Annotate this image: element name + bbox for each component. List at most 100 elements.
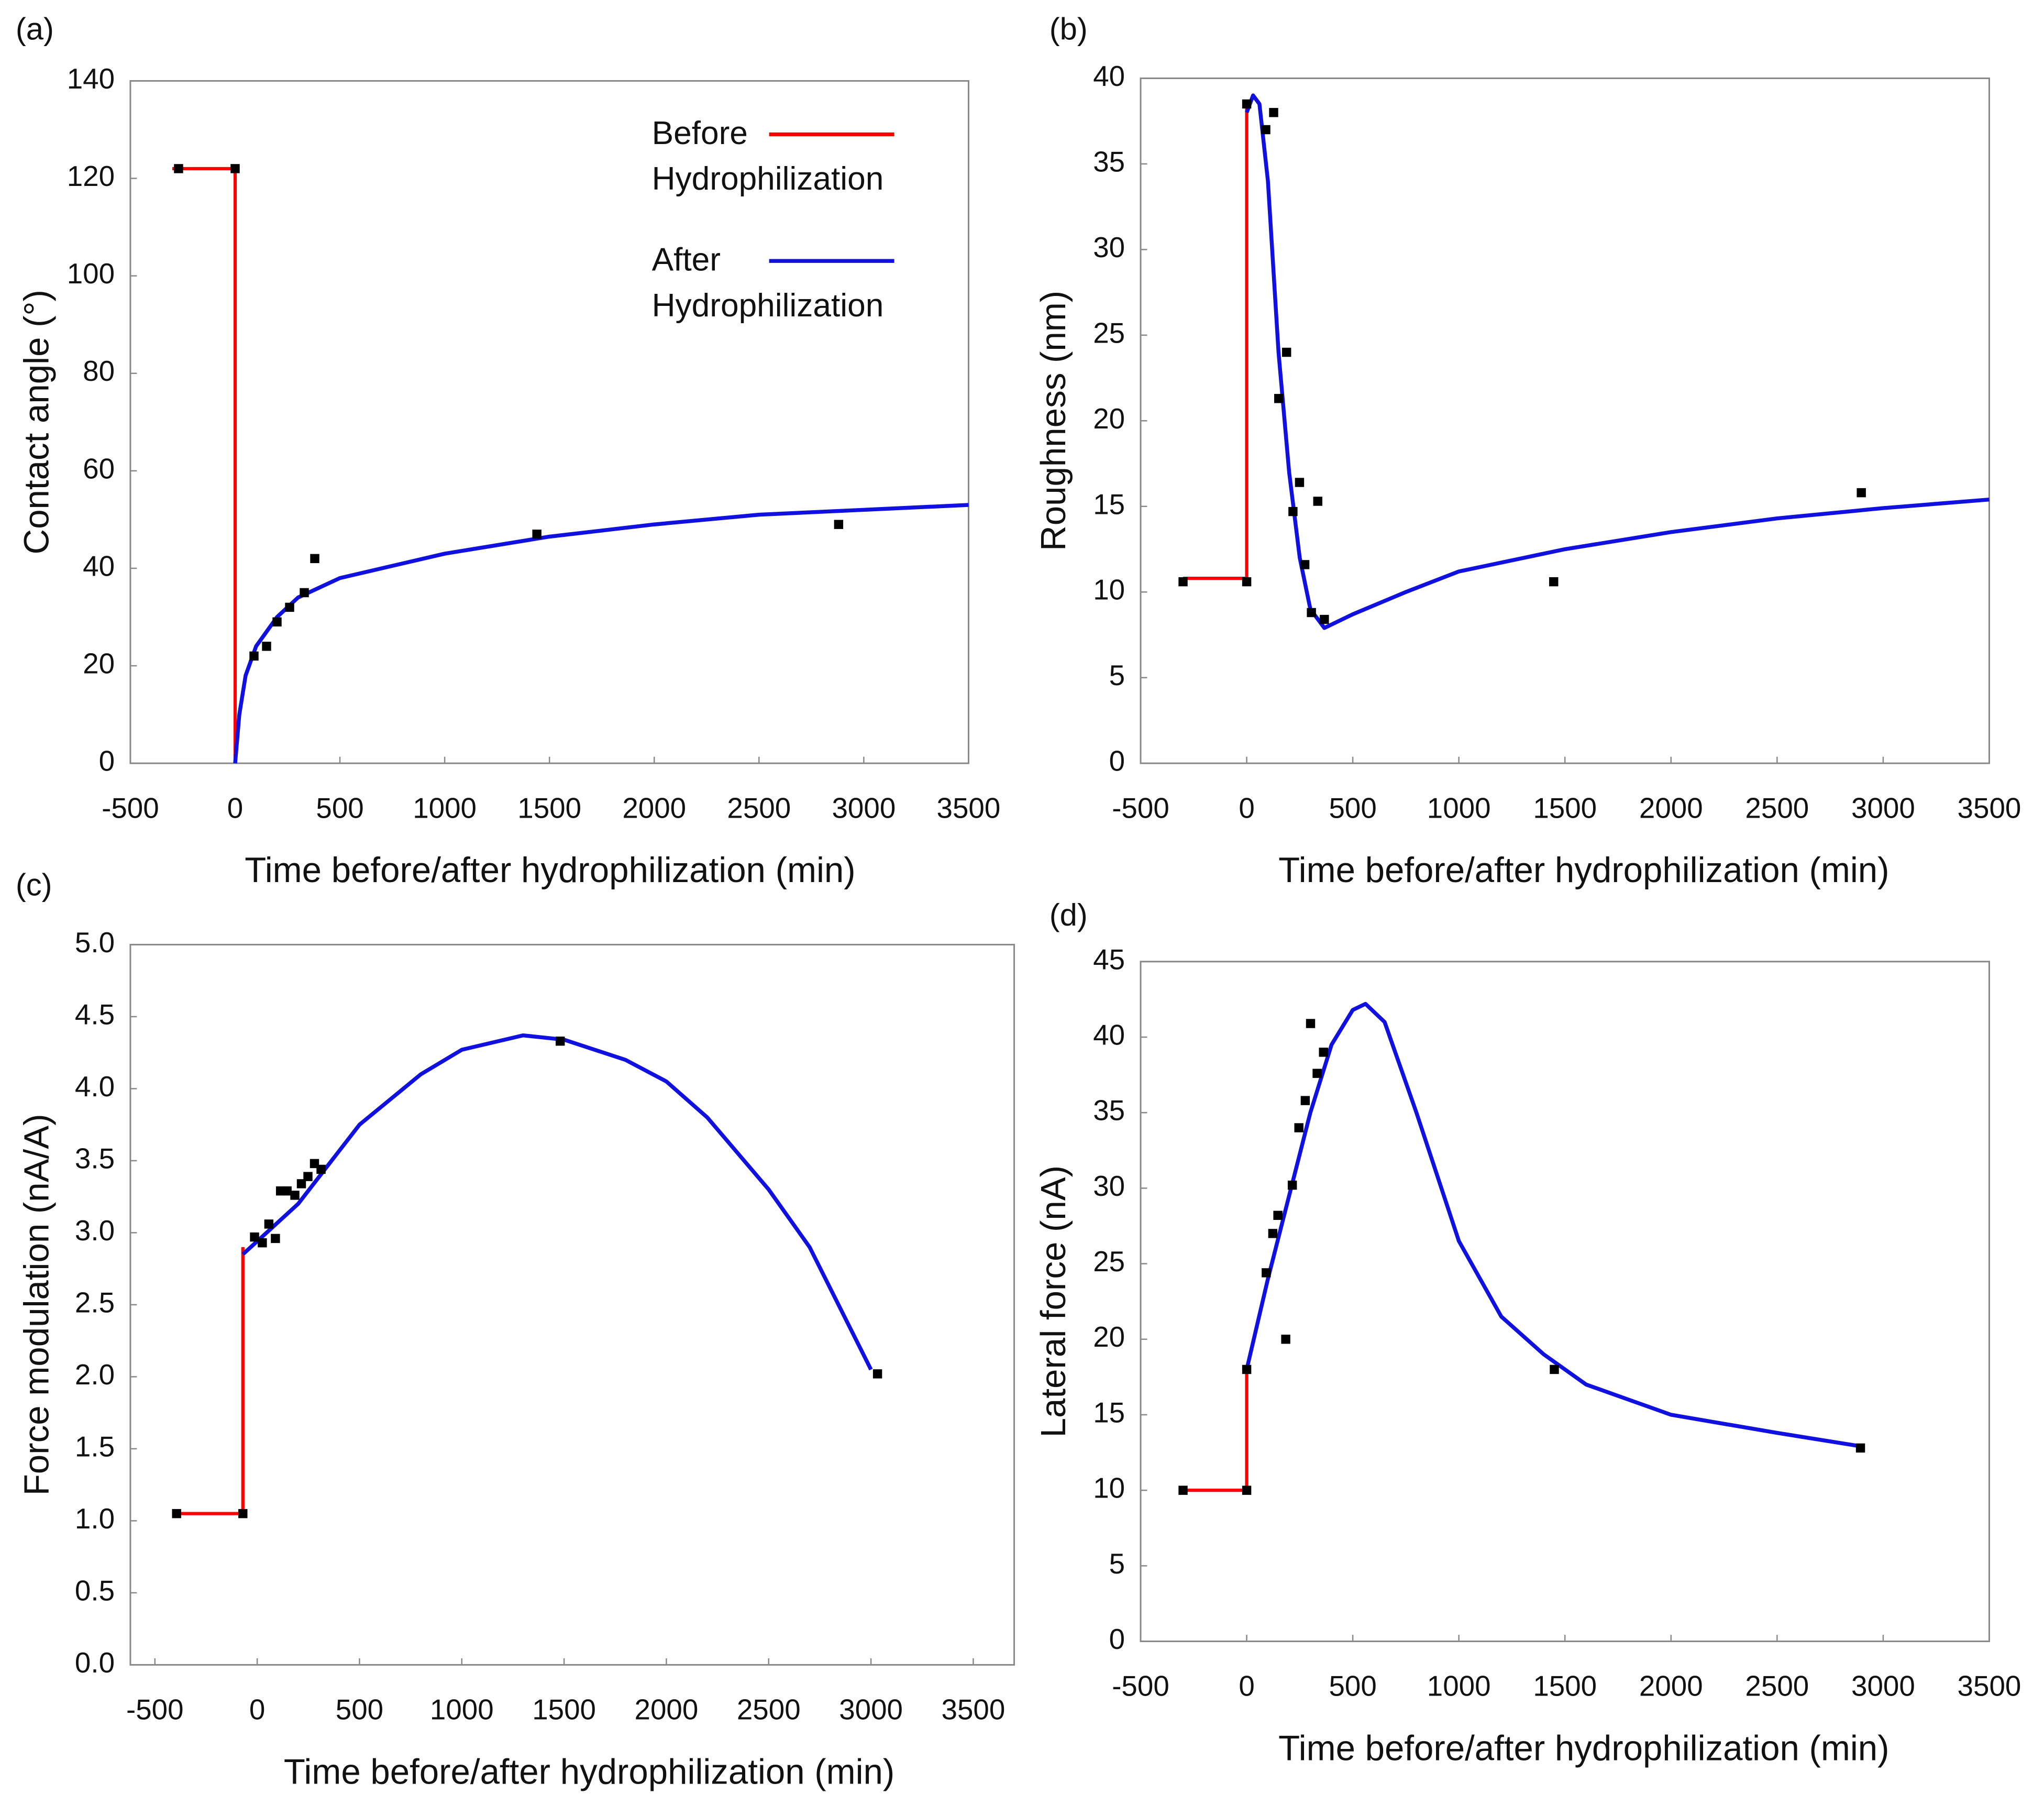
data-point (258, 1238, 267, 1248)
before-line (1183, 1369, 1249, 1492)
y-tick-label: 20 (1093, 402, 1125, 435)
data-point (1242, 1485, 1252, 1495)
x-tick-label: 0 (249, 1693, 265, 1726)
plot-frame (129, 943, 1015, 1666)
data-point (1319, 1048, 1328, 1057)
x-tick-label: 1000 (430, 1693, 494, 1726)
y-tick-label: 35 (1093, 1094, 1125, 1127)
x-tick-label: 3000 (832, 791, 896, 824)
plot-frame (1140, 961, 1990, 1643)
data-point (1273, 1210, 1283, 1220)
data-point (1320, 614, 1329, 624)
x-tick-label: -500 (102, 791, 159, 824)
y-tick-label: 15 (1093, 488, 1125, 520)
y-tick-label: 20 (83, 647, 115, 680)
data-point (271, 1234, 280, 1243)
data-point (300, 588, 309, 598)
x-tick-label: 2000 (635, 1693, 699, 1726)
x-tick-label: -500 (1112, 1670, 1169, 1702)
y-tick-label: 4.5 (75, 998, 115, 1030)
y-tick-label: 0 (1109, 745, 1125, 777)
data-point (272, 617, 282, 627)
data-point (303, 1172, 313, 1181)
x-tick-label: 500 (316, 791, 363, 824)
x-tick-label: 500 (1329, 1670, 1376, 1702)
x-tick-label: 2500 (1745, 1670, 1809, 1702)
data-point (532, 530, 542, 539)
x-tick-label: 1500 (517, 791, 581, 824)
x-tick-label: 2000 (1639, 1670, 1703, 1702)
y-tick-label: 140 (67, 62, 115, 95)
data-point (1287, 1180, 1297, 1190)
y-tick-label: 1.0 (75, 1502, 115, 1535)
x-tick-label: 3500 (937, 791, 1001, 824)
y-tick-label: 5.0 (75, 926, 115, 959)
data-point (1269, 108, 1278, 117)
data-point (1281, 1335, 1290, 1344)
x-axis-label: Time before/after hydrophilization (min) (1278, 851, 1889, 890)
y-tick-label: 5 (1109, 1547, 1125, 1580)
data-point (1307, 608, 1316, 618)
x-tick-label: 2500 (727, 791, 791, 824)
y-tick-label: 45 (1093, 943, 1125, 975)
data-point (1242, 99, 1252, 109)
x-tick-label: 0 (1239, 791, 1254, 824)
panel-label: (d) (1049, 897, 1088, 932)
data-point (1550, 1364, 1559, 1374)
x-axis-label: Time before/after hydrophilization (min) (1278, 1729, 1889, 1768)
before-line (1183, 104, 1249, 580)
legend-label: Before Hydrophilization (652, 115, 884, 197)
data-point (1288, 507, 1298, 516)
data-point (1549, 577, 1559, 587)
x-tick-label: -500 (1112, 791, 1169, 824)
x-tick-label: -500 (126, 1693, 184, 1726)
x-tick-label: 3000 (839, 1693, 903, 1726)
x-tick-label: 3500 (942, 1693, 1006, 1726)
y-tick-label: 2.5 (75, 1286, 115, 1318)
data-point (238, 1509, 248, 1518)
fit-curve (233, 503, 969, 764)
x-tick-label: 500 (336, 1693, 383, 1726)
y-tick-label: 120 (67, 160, 115, 192)
data-point (1282, 347, 1291, 357)
data-point (174, 164, 183, 173)
data-point (1857, 488, 1866, 498)
y-tick-label: 40 (1093, 60, 1125, 92)
panel-label: (c) (16, 867, 52, 902)
y-tick-label: 20 (1093, 1320, 1125, 1353)
data-point (1268, 1229, 1278, 1238)
fit-curve (1245, 93, 1990, 630)
y-axis-label: Force modulation (nA/A) (17, 1114, 56, 1496)
y-tick-label: 25 (1093, 316, 1125, 349)
data-point (1262, 1268, 1271, 1278)
fit-curve (1244, 1001, 1862, 1449)
before-line (175, 1247, 245, 1515)
data-point (264, 1219, 274, 1229)
data-point (1295, 478, 1305, 487)
data-point (230, 164, 240, 173)
data-point (1261, 125, 1270, 135)
y-tick-label: 30 (1093, 231, 1125, 263)
y-tick-label: 0 (1109, 1623, 1125, 1655)
data-point (262, 642, 271, 651)
data-point (296, 1179, 306, 1188)
data-point (555, 1036, 565, 1046)
y-tick-label: 4.0 (75, 1070, 115, 1103)
panel-label: (a) (16, 12, 54, 47)
y-tick-label: 100 (67, 257, 115, 290)
x-tick-label: 2000 (622, 791, 686, 824)
y-tick-label: 15 (1093, 1396, 1125, 1428)
y-axis-label: Lateral force (nA) (1034, 1165, 1073, 1437)
data-point (250, 1232, 259, 1242)
x-tick-label: 1500 (532, 1693, 596, 1726)
x-tick-label: 3500 (1958, 791, 2021, 824)
panel-label: (b) (1049, 12, 1088, 47)
y-tick-label: 60 (83, 452, 115, 485)
x-tick-label: 1000 (413, 791, 477, 824)
x-axis-label: Time before/after hydrophilization (min) (245, 851, 855, 890)
x-tick-label: 3500 (1958, 1670, 2021, 1702)
data-point (1306, 1019, 1316, 1028)
data-point (1294, 1123, 1303, 1132)
y-tick-label: 0 (99, 745, 115, 777)
